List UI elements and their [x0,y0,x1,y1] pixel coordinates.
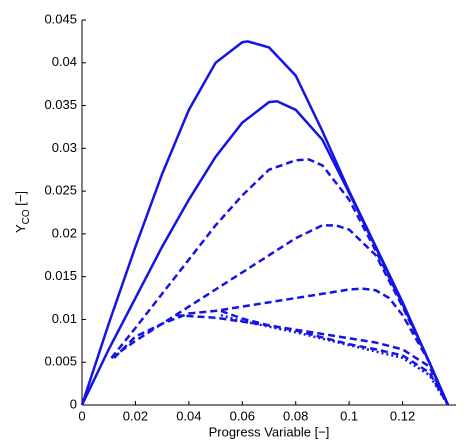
y-label-unit: [−] [13,191,28,209]
y-tick-label: 0 [70,396,77,411]
y-tick-label: 0.03 [52,140,77,155]
x-axis-label: Progress Variable [−] [209,424,330,439]
y-tick-label: 0.01 [52,311,77,326]
y-label-subscript: CO [21,209,32,224]
x-tick-label: 0.12 [390,408,415,423]
y-tick-label: 0.025 [44,183,77,198]
series-line [220,309,450,406]
series-line [175,313,450,406]
x-tick-label: 0.1 [340,408,358,423]
series-line [80,40,450,406]
y-tick-label: 0.045 [44,11,77,26]
y-axis-label: YCO [−] [13,191,31,233]
y-label-main: Y [13,224,28,233]
series-line [80,99,450,406]
x-tick-label: 0.02 [123,408,148,423]
y-tick-label: 0.005 [44,354,77,369]
y-tick-label: 0.035 [44,97,77,112]
y-tick-label: 0.02 [52,225,77,240]
series-line [110,224,450,406]
series-line [220,313,450,406]
series-line [113,287,450,406]
x-tick-label: 0 [78,408,85,423]
y-tick-label: 0.04 [52,54,77,69]
series-line [110,158,450,406]
x-tick-label: 0.08 [283,408,308,423]
y-tick-label: 0.015 [44,268,77,283]
x-tick-label: 0.06 [230,408,255,423]
x-tick-label: 0.04 [176,408,201,423]
